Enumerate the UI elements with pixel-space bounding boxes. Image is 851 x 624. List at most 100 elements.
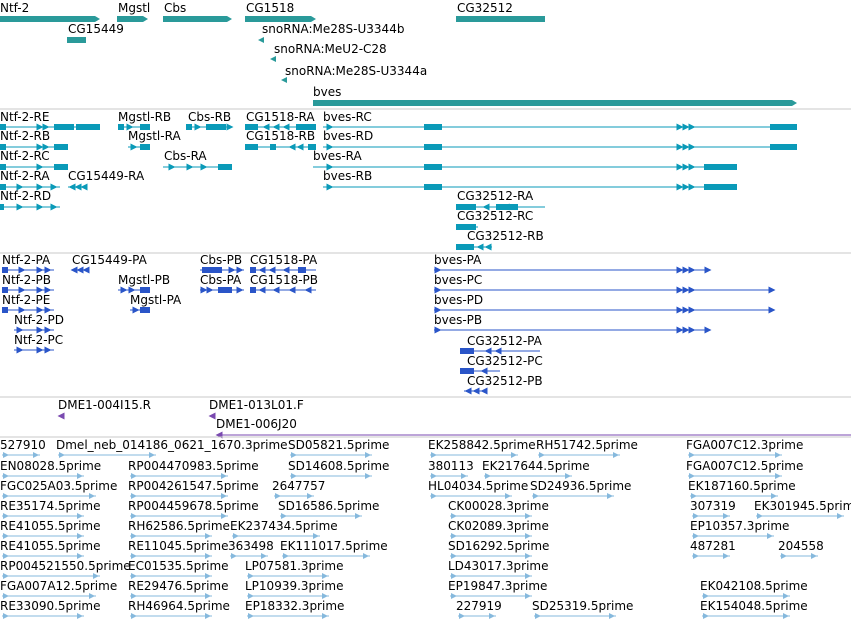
- gene-cg15449[interactable]: CG15449: [67, 22, 124, 43]
- transcript-cg32512-rb[interactable]: CG32512-RB: [456, 229, 544, 251]
- est-ec01535-5prime[interactable]: EC01535.5prime: [128, 559, 229, 579]
- est-487281[interactable]: 487281: [690, 539, 736, 559]
- est-ep18332-3prime[interactable]: EP18332.3prime: [245, 599, 344, 619]
- est-en08028-5prime[interactable]: EN08028.5prime: [0, 459, 101, 479]
- gene-snorna-me28s-u3344b[interactable]: snoRNA:Me28S-U3344b: [258, 22, 404, 43]
- clone-dme1-013l01-f[interactable]: DME1-013L01.F: [208, 398, 304, 420]
- est-sd24936-5prime[interactable]: SD24936.5prime: [530, 479, 631, 499]
- est-ek217644-5prime[interactable]: EK217644.5prime: [482, 459, 590, 479]
- protein-ntf-2-pa[interactable]: Ntf-2-PA: [2, 253, 54, 274]
- transcript-mgstl-rb[interactable]: Mgstl-RB: [118, 110, 171, 131]
- est-hl04034-5prime[interactable]: HL04034.5prime: [428, 479, 528, 499]
- est-fga007c12-3prime[interactable]: FGA007C12.3prime: [686, 438, 803, 458]
- est-ck00028-3prime[interactable]: CK00028.3prime: [448, 499, 549, 519]
- est-ek187160-5prime[interactable]: EK187160.5prime: [688, 479, 796, 499]
- protein-cbs-pa[interactable]: Cbs-PA: [200, 273, 244, 294]
- transcript-cg15449-ra[interactable]: CG15449-RA: [68, 169, 145, 191]
- est-rh51742-5prime[interactable]: RH51742.5prime: [536, 438, 638, 458]
- est-sd16292-5prime[interactable]: SD16292.5prime: [448, 539, 549, 559]
- transcript-bves-rc[interactable]: bves-RC: [323, 110, 797, 131]
- est-2647757[interactable]: 2647757: [272, 479, 325, 499]
- est-ek258842-5prime[interactable]: EK258842.5prime: [428, 438, 536, 458]
- protein-mgstl-pb[interactable]: Mgstl-PB: [118, 273, 170, 294]
- gene-snorna-me28s-u3344a[interactable]: snoRNA:Me28S-U3344a: [281, 64, 427, 83]
- est-ep19847-3prime[interactable]: EP19847.3prime: [448, 579, 547, 599]
- est-re41055-5prime[interactable]: RE41055.5prime: [0, 519, 101, 539]
- gene-cbs[interactable]: Cbs: [163, 1, 232, 22]
- est-fgc025a03-5prime[interactable]: FGC025A03.5prime: [0, 479, 117, 499]
- est-sd25319-5prime[interactable]: SD25319.5prime: [532, 599, 633, 619]
- est-ek301945-5prime[interactable]: EK301945.5prime: [754, 499, 851, 519]
- protein-bves-pc[interactable]: bves-PC: [434, 273, 776, 294]
- transcript-cg32512-rc[interactable]: CG32512-RC: [456, 209, 533, 230]
- transcript-bves-ra[interactable]: bves-RA: [313, 149, 737, 171]
- est-lp07581-3prime[interactable]: LP07581.3prime: [245, 559, 344, 579]
- transcript-cg32512-ra[interactable]: CG32512-RA: [456, 189, 545, 211]
- est-rp004470983-5prime[interactable]: RP004470983.5prime: [128, 459, 259, 479]
- est-lp10939-3prime[interactable]: LP10939.3prime: [245, 579, 344, 599]
- protein-ntf-2-pd[interactable]: Ntf-2-PD: [14, 313, 64, 334]
- protein-cg1518-pb[interactable]: CG1518-PB: [250, 273, 318, 294]
- protein-mgstl-pa[interactable]: Mgstl-PA: [130, 293, 182, 314]
- est-ek154048-5prime[interactable]: EK154048.5prime: [700, 599, 808, 619]
- gene-cg1518[interactable]: CG1518: [245, 1, 316, 22]
- transcript-mgstl-ra[interactable]: Mgstl-RA: [128, 129, 181, 151]
- transcript-ntf-2-rc[interactable]: Ntf-2-RC: [0, 149, 68, 171]
- gene-snorna-meu2-c28[interactable]: snoRNA:MeU2-C28: [270, 42, 387, 62]
- transcript-ntf-2-rd[interactable]: Ntf-2-RD: [0, 189, 60, 211]
- protein-bves-pa[interactable]: bves-PA: [434, 253, 712, 274]
- est-dmel-neb-014186-0621-1670-3prime[interactable]: Dmel_neb_014186_0621_1670.3prime: [56, 438, 288, 458]
- est-re11045-5prime[interactable]: RE11045.5prime: [128, 539, 229, 559]
- transcript-bves-rd[interactable]: bves-RD: [323, 129, 797, 151]
- gene-cg32512[interactable]: CG32512: [456, 1, 545, 22]
- est-380113[interactable]: 380113: [428, 459, 474, 479]
- protein-cbs-pb[interactable]: Cbs-PB: [200, 253, 244, 274]
- protein-cg1518-pa[interactable]: CG1518-PA: [250, 253, 318, 274]
- est-227919[interactable]: 227919: [456, 599, 502, 619]
- gene-ntf-2[interactable]: Ntf-2: [0, 1, 100, 22]
- est-sd05821-5prime[interactable]: SD05821.5prime: [288, 438, 389, 458]
- protein-ntf-2-pc[interactable]: Ntf-2-PC: [14, 333, 63, 354]
- protein-cg15449-pa[interactable]: CG15449-PA: [70, 253, 148, 274]
- est-re29476-5prime[interactable]: RE29476.5prime: [128, 579, 229, 599]
- est-ep10357-3prime[interactable]: EP10357.3prime: [690, 519, 789, 539]
- est-rh62586-5prime[interactable]: RH62586.5prime: [128, 519, 230, 539]
- est-re35174-5prime[interactable]: RE35174.5prime: [0, 499, 101, 519]
- est-ck02089-3prime[interactable]: CK02089.3prime: [448, 519, 549, 539]
- protein-ntf-2-pb[interactable]: Ntf-2-PB: [2, 273, 54, 294]
- transcript-ntf-2-ra[interactable]: Ntf-2-RA: [0, 169, 60, 191]
- est-rp004459678-5prime[interactable]: RP004459678.5prime: [128, 499, 259, 519]
- est-204558[interactable]: 204558: [778, 539, 824, 559]
- est-fga007c12-5prime[interactable]: FGA007C12.5prime: [686, 459, 803, 479]
- est-ld43017-3prime[interactable]: LD43017.3prime: [448, 559, 549, 579]
- protein-cg32512-pb[interactable]: CG32512-PB: [464, 374, 543, 395]
- protein-cg32512-pc[interactable]: CG32512-PC: [460, 354, 543, 375]
- transcript-ntf-2-rb[interactable]: Ntf-2-RB: [0, 129, 68, 151]
- est-307319[interactable]: 307319: [690, 499, 736, 519]
- transcript-cg1518-rb[interactable]: CG1518-RB: [245, 129, 316, 151]
- protein-ntf-2-pe[interactable]: Ntf-2-PE: [2, 293, 54, 314]
- gene-bves[interactable]: bves: [313, 85, 797, 106]
- protein-bves-pd[interactable]: bves-PD: [434, 293, 776, 314]
- protein-bves-pb[interactable]: bves-PB: [434, 313, 712, 334]
- transcript-bves-rb[interactable]: bves-RB: [323, 169, 737, 191]
- transcript-cbs-ra[interactable]: Cbs-RA: [163, 149, 232, 171]
- gene-mgstl[interactable]: Mgstl: [117, 1, 150, 22]
- est-re33090-5prime[interactable]: RE33090.5prime: [0, 599, 101, 619]
- est-rh46964-5prime[interactable]: RH46964.5prime: [128, 599, 230, 619]
- transcript-ntf-2-re[interactable]: Ntf-2-RE: [0, 110, 100, 131]
- est-sd16586-5prime[interactable]: SD16586.5prime: [278, 499, 379, 519]
- est-ek042108-5prime[interactable]: EK042108.5prime: [700, 579, 808, 599]
- est-sd14608-5prime[interactable]: SD14608.5prime: [288, 459, 389, 479]
- est-527910[interactable]: 527910: [0, 438, 46, 458]
- est-fga007a12-5prime[interactable]: FGA007A12.5prime: [0, 579, 117, 599]
- est-ek111017-5prime[interactable]: EK111017.5prime: [280, 539, 388, 559]
- protein-cg32512-pa[interactable]: CG32512-PA: [460, 334, 543, 355]
- est-363498[interactable]: 363498: [228, 539, 274, 559]
- est-ek237434-5prime[interactable]: EK237434.5prime: [230, 519, 338, 539]
- transcript-cg1518-ra[interactable]: CG1518-RA: [245, 110, 316, 131]
- clone-dme1-004i15-r[interactable]: DME1-004I15.R: [57, 398, 152, 420]
- transcript-cbs-rb[interactable]: Cbs-RB: [186, 110, 234, 131]
- est-rp004521550-5prime[interactable]: RP004521550.5prime: [0, 559, 131, 579]
- est-rp004261547-5prime[interactable]: RP004261547.5prime: [128, 479, 259, 499]
